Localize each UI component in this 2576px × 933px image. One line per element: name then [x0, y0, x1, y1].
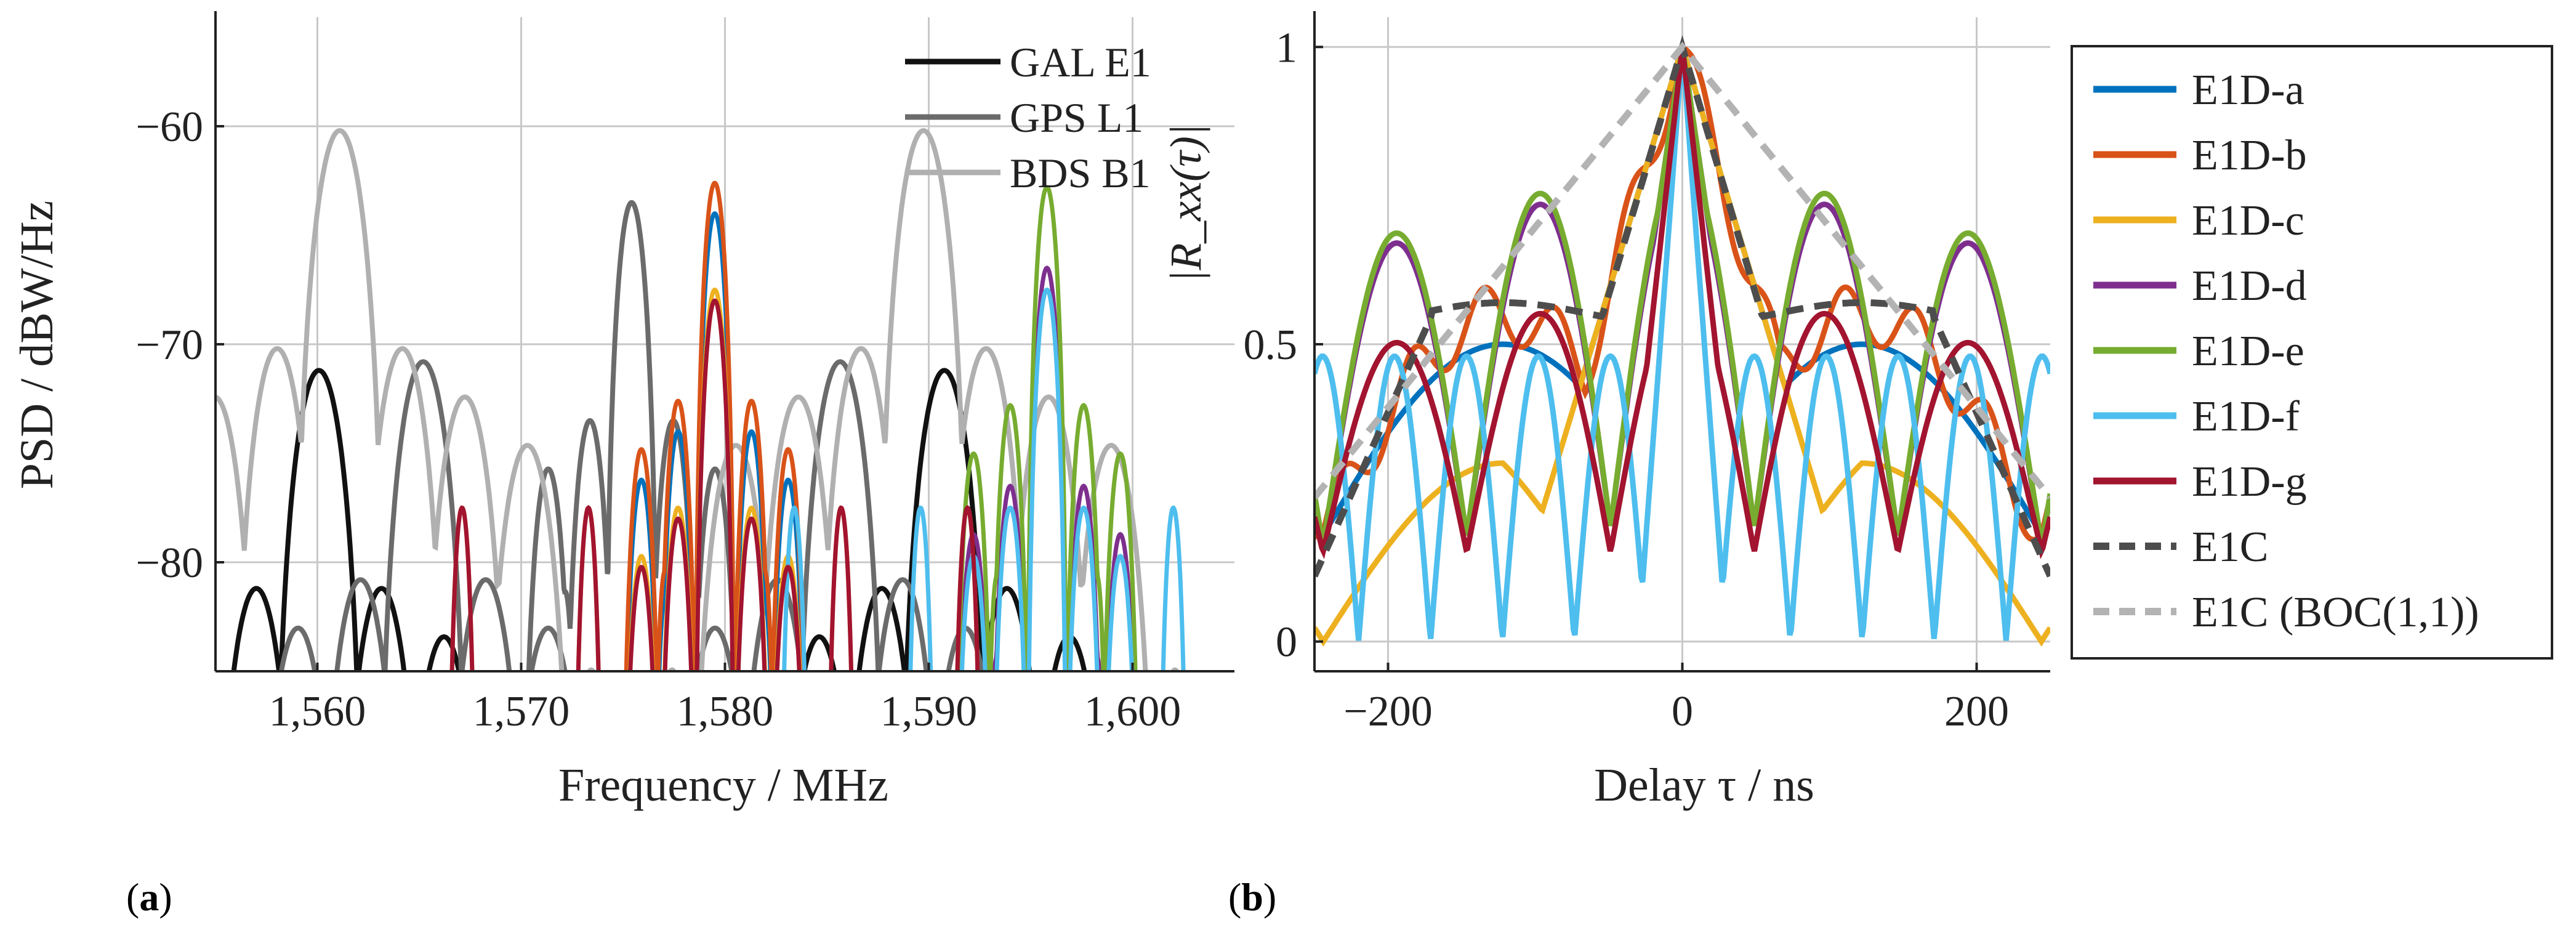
- panel-a-component-curve: [624, 180, 806, 671]
- panel-a-component-lobe: [624, 180, 806, 671]
- panel-a-x-tick-label: 1,570: [473, 688, 570, 735]
- panel-b-legend-label: E1C (BOC(1,1)): [2192, 589, 2479, 636]
- panel-a-x-tick-label: 1,580: [677, 688, 774, 735]
- panel-b-chart: −200 0 200 0 0.5 1 Delay τ / ns |R_xx(τ)| E1D…: [1161, 11, 2553, 811]
- panel-a-series-lobe: [696, 359, 984, 671]
- panel-a-component-curve: [628, 298, 802, 671]
- panel-a-series-central-lobe: [526, 200, 737, 671]
- panel-b-curves: [1314, 35, 2050, 647]
- panel-b-legend-label: E1D-e: [2192, 328, 2304, 375]
- panel-a-y-tick-label: −60: [136, 103, 203, 151]
- panel-b-legend-label: E1D-b: [2192, 132, 2307, 179]
- panel-a-y-tick-label: −80: [136, 539, 203, 587]
- panel-a-x-tick-label: 1,600: [1084, 688, 1181, 735]
- panel-a-y-tick-label: −70: [136, 321, 203, 369]
- panel-b-legend-label: E1D-a: [2192, 67, 2304, 114]
- panel-a-x-tick-label: 1,560: [269, 688, 366, 735]
- panel-b-series-e1c-boc-1-1: [1314, 41, 2050, 500]
- panel-b-legend-label: E1D-c: [2192, 197, 2304, 244]
- panel-a-legend-label: GPS L1: [1010, 94, 1143, 141]
- panel-b-legend-label: E1C: [2192, 523, 2268, 571]
- panel-a-series-gps-l1: [278, 200, 984, 671]
- panel-b-y-axis-label-text: |R_xx(τ)|: [1161, 124, 1210, 282]
- panel-b-y-tick-label: 0: [1276, 619, 1297, 666]
- panel-a-series-lobe: [231, 368, 462, 671]
- panel-a-chart: 1,560 1,570 1,580 1,590 1,600 −80 −70 −60 Frequ…: [11, 11, 1234, 811]
- panel-b-tag: (b): [1228, 875, 1277, 919]
- panel-b-legend: E1D-a E1D-b E1D-c E1D-d E1D-e E1D-f E1D-g E1C E1…: [2071, 45, 2553, 660]
- panel-a-component-curve: [959, 287, 1135, 671]
- panel-a-x-tick-label: 1,590: [880, 688, 978, 735]
- panel-a-component-lobe: [782, 287, 1186, 671]
- panel-b-legend-label: E1D-g: [2192, 458, 2307, 506]
- panel-b-x-axis-label: Delay τ / ns: [1594, 759, 1814, 811]
- panel-a-y-axis-label: PSD / dBW/Hz: [11, 201, 63, 490]
- panel-b-x-tick-label: 0: [1672, 688, 1693, 735]
- panel-a-tag: (a): [126, 875, 172, 919]
- panel-b-tick-labels: −200 0 200 0 0.5 1: [1244, 24, 2010, 735]
- panel-a-series-lobe: [278, 359, 568, 671]
- panel-b-y-tick-label: 0.5: [1244, 321, 1298, 369]
- panel-a-series-lobe: [215, 128, 596, 671]
- panel-b-x-tick-label: 200: [1944, 688, 2009, 735]
- panel-b-x-tick-label: −200: [1343, 688, 1432, 735]
- panel-b-legend-label: E1D-f: [2192, 393, 2300, 440]
- panel-a-legend-label: GAL E1: [1010, 39, 1151, 86]
- panel-a-legend-label: BDS B1: [1010, 150, 1151, 196]
- panel-a-component-lobe: [449, 298, 980, 671]
- panel-b-legend-label: E1D-d: [2192, 262, 2307, 310]
- panel-a-tick-labels: 1,560 1,570 1,580 1,590 1,600 −80 −70 −60: [136, 103, 1181, 735]
- panel-b-y-tick-label: 1: [1276, 24, 1297, 71]
- panel-a-x-axis-label: Frequency / MHz: [558, 759, 888, 811]
- panel-a-curves: [215, 128, 1186, 671]
- panel-b-y-axis-label: |R_xx(τ)|: [1161, 124, 1210, 282]
- panel-a-legend: GAL E1 GPS L1 BDS B1: [905, 39, 1151, 196]
